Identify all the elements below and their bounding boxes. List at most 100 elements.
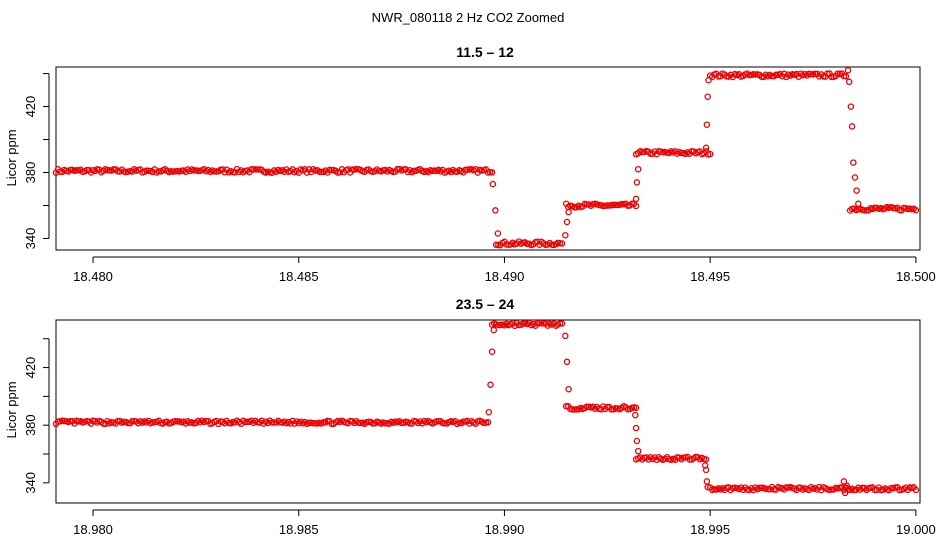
y-tick-label: 340 (23, 472, 38, 494)
data-point (704, 93, 711, 100)
data-point (583, 403, 590, 410)
data-point (558, 320, 566, 327)
data-point (845, 78, 853, 86)
panel-top: 11.5 – 12 Licor ppm 18.480 18.485 18.490 18… (4, 44, 936, 284)
data-point (632, 424, 640, 432)
panel-bottom-plot-area (55, 319, 921, 504)
data-point (563, 218, 571, 226)
data-point (565, 208, 572, 216)
data-point (824, 70, 831, 77)
data-point (190, 167, 198, 174)
data-point (820, 73, 827, 80)
data-point (492, 207, 499, 214)
data-point (632, 411, 639, 419)
x-tick-label: 18.500 (896, 269, 936, 284)
data-point (536, 319, 543, 327)
data-point (569, 406, 576, 413)
data-point (460, 418, 467, 425)
panel-bottom-ylabel: Licor ppm (4, 381, 19, 438)
data-point (487, 381, 494, 389)
x-tick-label: 18.995 (690, 522, 730, 537)
panel-bottom-points (52, 319, 920, 497)
data-point (485, 408, 493, 416)
data-point (701, 462, 709, 469)
data-point (706, 150, 714, 158)
y-tick-label: 380 (23, 414, 38, 436)
panel-bottom: 23.5 – 24 Licor ppm 18.980 18.985 18.990 18… (4, 296, 936, 537)
x-tick-label: 18.490 (485, 269, 525, 284)
data-point (489, 180, 497, 188)
y-tick-label: 380 (23, 162, 38, 184)
data-point (211, 168, 218, 175)
data-point (488, 348, 496, 355)
data-point (565, 385, 572, 393)
data-point (772, 71, 780, 79)
data-point (563, 358, 571, 366)
x-tick-label: 18.480 (73, 269, 113, 284)
data-point (841, 489, 849, 497)
data-point (348, 166, 356, 173)
data-point (847, 103, 855, 110)
data-point (703, 121, 711, 128)
data-point (702, 144, 710, 152)
panel-top-axes: 18.480 18.485 18.490 18.495 18.500 340 380 420 (23, 73, 936, 284)
data-point (702, 456, 710, 463)
data-point (686, 456, 693, 463)
data-point (254, 166, 261, 173)
data-point (848, 123, 856, 130)
data-point (840, 478, 848, 485)
data-point (488, 169, 496, 176)
figure-title: NWR_080118 2 Hz CO2 Zoomed (372, 10, 565, 25)
data-point (912, 486, 920, 494)
data-point (490, 326, 498, 334)
data-point (252, 166, 259, 173)
data-point (353, 165, 360, 173)
data-point (632, 202, 640, 210)
data-point (556, 320, 564, 327)
data-point (702, 466, 710, 474)
data-point (398, 419, 405, 427)
data-point (632, 195, 640, 203)
data-point (268, 419, 276, 426)
panel-top-plot-area (55, 66, 921, 251)
data-point (318, 168, 325, 176)
data-point (634, 447, 642, 455)
data-point (851, 174, 859, 181)
data-point (381, 419, 389, 427)
x-tick-label: 19.000 (896, 522, 936, 537)
data-point (394, 165, 401, 173)
x-tick-label: 18.495 (690, 269, 730, 284)
panel-top-title: 11.5 – 12 (456, 44, 514, 60)
panel-top-points (52, 67, 920, 249)
data-point (104, 166, 111, 174)
data-point (752, 71, 759, 78)
data-point (305, 419, 313, 426)
data-point (633, 179, 641, 186)
x-tick-label: 18.985 (279, 522, 319, 537)
data-point (67, 166, 74, 174)
data-point (704, 483, 711, 491)
data-point (861, 207, 868, 214)
data-point (244, 418, 251, 426)
data-point (842, 73, 850, 80)
y-tick-label: 340 (23, 228, 38, 250)
data-point (680, 454, 687, 461)
x-tick-label: 18.990 (485, 522, 525, 537)
data-point (309, 419, 317, 427)
x-tick-label: 18.485 (279, 269, 319, 284)
data-point (855, 200, 862, 208)
panel-bottom-title: 23.5 – 24 (456, 296, 515, 312)
data-point (612, 201, 619, 209)
data-point (850, 159, 857, 166)
panel-bottom-axes: 18.980 18.985 18.990 18.995 19.000 340 380 420 (23, 338, 936, 537)
data-point (172, 418, 179, 425)
data-point (328, 166, 335, 174)
data-point (562, 332, 569, 340)
data-point (843, 482, 851, 489)
data-point (558, 240, 566, 247)
data-point (155, 168, 163, 175)
data-point (828, 73, 835, 81)
y-tick-label: 420 (23, 357, 38, 379)
panel-top-ylabel: Licor ppm (4, 129, 19, 186)
data-point (632, 404, 640, 412)
